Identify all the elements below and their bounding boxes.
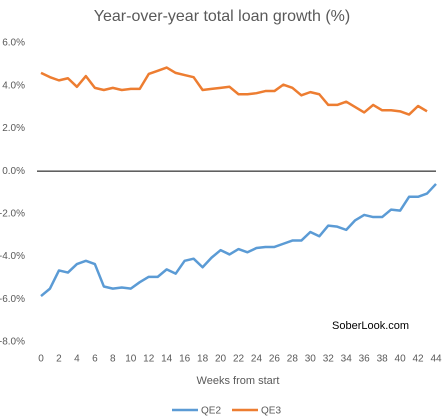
x-tick-label: 8 bbox=[110, 354, 116, 365]
y-tick-label: -2.0% bbox=[0, 208, 25, 219]
x-tick-label: 44 bbox=[430, 354, 442, 365]
x-tick-label: 42 bbox=[412, 354, 424, 365]
x-tick-label: 10 bbox=[125, 354, 137, 365]
legend-label: QE2 bbox=[201, 406, 221, 417]
x-tick-label: 32 bbox=[323, 354, 335, 365]
y-tick-label: -6.0% bbox=[0, 294, 25, 305]
x-tick-label: 22 bbox=[233, 354, 245, 365]
x-tick-label: 38 bbox=[377, 354, 389, 365]
x-tick-label: 14 bbox=[161, 354, 173, 365]
x-tick-label: 28 bbox=[287, 354, 299, 365]
x-tick-label: 0 bbox=[38, 354, 44, 365]
chart-title: Year-over-year total loan growth (%) bbox=[94, 8, 350, 25]
x-tick-label: 30 bbox=[305, 354, 317, 365]
line-series bbox=[40, 183, 437, 298]
line-series bbox=[40, 66, 428, 116]
x-tick-label: 20 bbox=[215, 354, 227, 365]
x-tick-label: 18 bbox=[197, 354, 209, 365]
x-tick-label: 12 bbox=[143, 354, 155, 365]
legend-label: QE3 bbox=[261, 406, 281, 417]
x-tick-label: 4 bbox=[74, 354, 80, 365]
y-tick-label: 6.0% bbox=[2, 38, 25, 49]
x-axis-label: Weeks from start bbox=[197, 375, 280, 387]
x-tick-label: 6 bbox=[92, 354, 98, 365]
annotation: SoberLook.com bbox=[332, 320, 409, 332]
y-tick-label: 0.0% bbox=[2, 166, 25, 177]
y-tick-label: 4.0% bbox=[2, 80, 25, 91]
y-tick-label: -8.0% bbox=[0, 337, 25, 348]
y-tick-label: -4.0% bbox=[0, 251, 25, 262]
x-tick-label: 2 bbox=[56, 354, 62, 365]
x-tick-label: 24 bbox=[251, 354, 263, 365]
x-tick-label: 34 bbox=[341, 354, 353, 365]
x-tick-label: 40 bbox=[395, 354, 407, 365]
y-tick-label: 2.0% bbox=[2, 123, 25, 134]
x-tick-label: 26 bbox=[269, 354, 281, 365]
x-tick-label: 16 bbox=[179, 354, 191, 365]
x-tick-label: 36 bbox=[359, 354, 371, 365]
